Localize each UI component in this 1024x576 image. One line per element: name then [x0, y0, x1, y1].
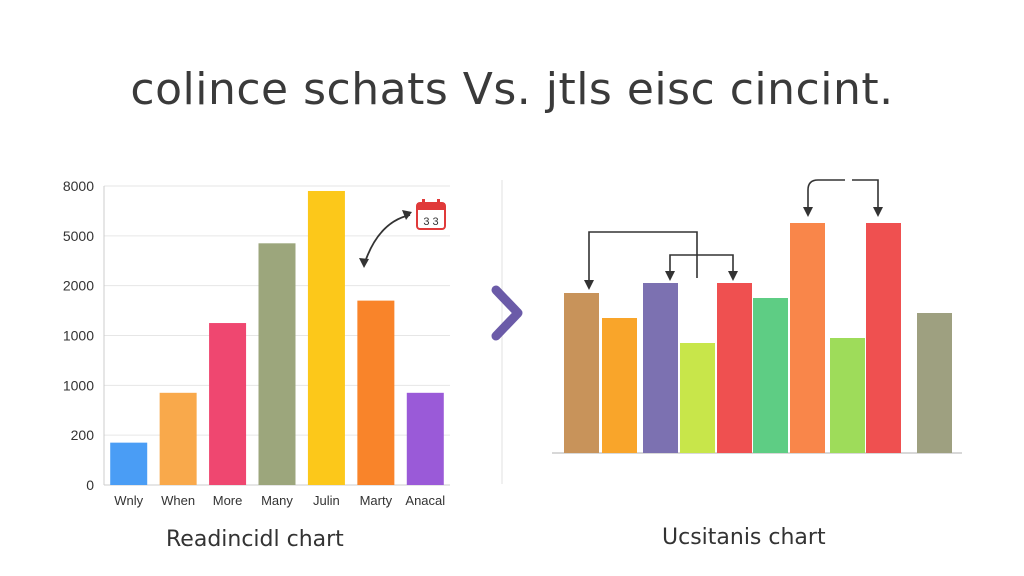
x-tick-label: Many	[261, 493, 293, 508]
bar	[717, 283, 752, 453]
bar	[643, 283, 678, 453]
bar	[830, 338, 865, 453]
bar	[258, 243, 296, 485]
y-tick-label: 200	[71, 427, 95, 443]
left-chart-caption: Readincidl chart	[166, 527, 344, 552]
y-tick-label: 0	[86, 477, 94, 493]
y-tick-label: 5000	[63, 228, 94, 244]
bar	[209, 323, 247, 485]
y-tick-label: 2000	[63, 278, 94, 294]
bar	[406, 392, 444, 485]
page-title: colince schats Vs. jtls eisc cincint.	[130, 64, 894, 115]
x-tick-label: When	[161, 493, 195, 508]
x-tick-label: Julin	[313, 493, 340, 508]
x-tick-label: More	[213, 493, 243, 508]
bar	[602, 318, 637, 453]
chevron-right-icon	[491, 285, 523, 341]
right-bar-chart	[552, 223, 962, 454]
bar	[866, 223, 901, 453]
y-tick-label: 8000	[63, 178, 94, 194]
y-tick-label: 1000	[63, 328, 94, 344]
x-tick-label: Wnly	[114, 493, 143, 508]
bar	[159, 392, 197, 485]
connector-arrows	[588, 179, 879, 287]
right-chart-caption: Ucsitanis chart	[662, 525, 826, 550]
bar	[680, 343, 715, 453]
bar	[753, 298, 788, 453]
connector-arrowheads	[584, 207, 883, 290]
svg-text:3 3: 3 3	[423, 216, 438, 228]
bar	[110, 442, 148, 485]
bar	[307, 190, 345, 485]
y-tick-label: 1000	[63, 377, 94, 393]
calendar-icon: 3 3	[416, 199, 446, 230]
x-tick-label: Anacal	[405, 493, 445, 508]
bar	[357, 300, 395, 485]
bar	[917, 313, 952, 453]
annotation-arrow	[359, 210, 412, 268]
bar	[564, 293, 599, 453]
x-tick-label: Marty	[360, 493, 393, 508]
bar	[790, 223, 825, 453]
